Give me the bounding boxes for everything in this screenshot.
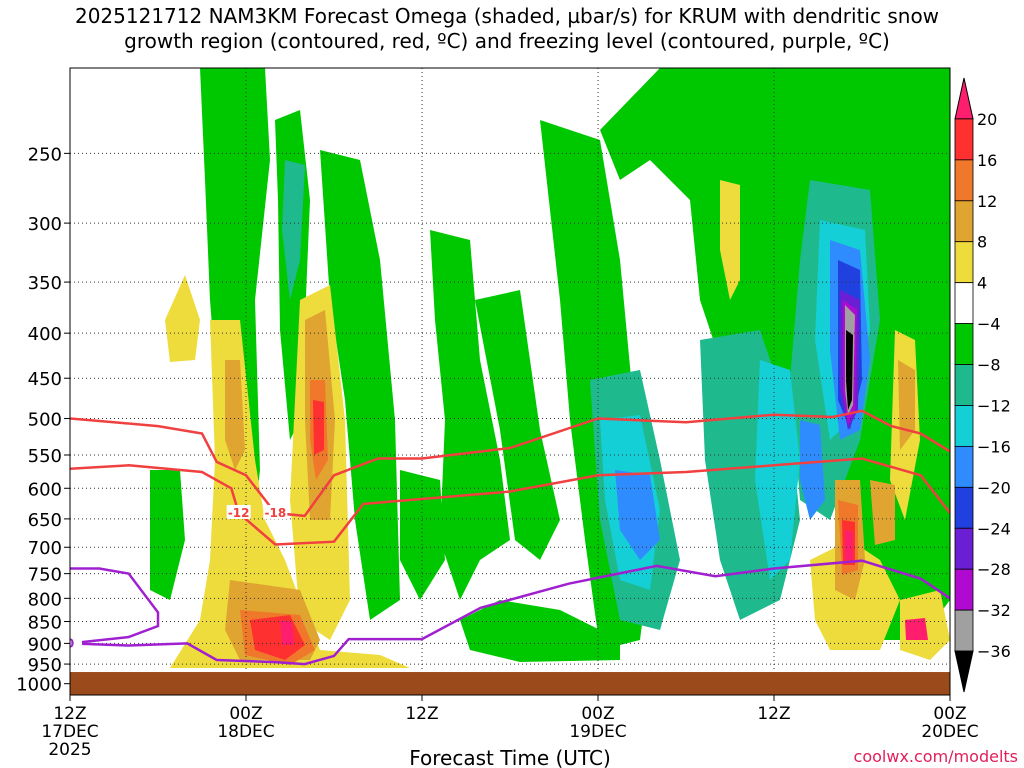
omega-shading: [150, 68, 950, 668]
shade-orange-5: [870, 480, 895, 545]
colorbar-tick-label: 4: [977, 274, 987, 293]
y-tick-label: 800: [28, 589, 62, 610]
colorbar-tick-label: −8: [977, 356, 1001, 375]
colorbar-cap-bottom: [954, 650, 974, 693]
shade-green-8: [150, 470, 185, 600]
x-tick-year: 2025: [48, 740, 91, 760]
colorbar-swatch: [954, 568, 974, 611]
x-tick-date: 20DEC: [921, 722, 978, 742]
shade-green-5: [475, 290, 560, 560]
colorbar-swatch: [954, 445, 974, 488]
shade-green-10: [400, 470, 445, 600]
y-tick-label: 750: [28, 565, 62, 586]
colorbar-tick-label: −28: [977, 560, 1011, 579]
colorbar-tick-label: −12: [977, 396, 1011, 415]
colorbar-tick-label: −20: [977, 478, 1011, 497]
colorbar-swatch: [954, 159, 974, 202]
contour-label: 0: [66, 636, 74, 650]
contour-label: -12: [228, 506, 250, 520]
x-tick-date: 17DEC: [41, 722, 98, 742]
contour-label-bg: [70, 635, 82, 650]
y-tick-label: 650: [28, 510, 62, 531]
x-tick-label: 00Z: [229, 704, 262, 724]
shade-orange-6: [898, 360, 915, 450]
colorbar-swatch: [954, 405, 974, 447]
colorbar-cap-top: [954, 77, 974, 120]
colorbar-swatch: [954, 200, 974, 243]
colorbar-tick-label: −32: [977, 601, 1011, 620]
colorbar-tick-label: 16: [977, 151, 997, 170]
shade-yellow-4: [720, 180, 740, 300]
grid: [70, 68, 950, 695]
shade-orange-1: [225, 360, 245, 470]
colorbar-tick-label: 20: [977, 110, 997, 129]
y-tick-label: 250: [28, 144, 62, 165]
y-tick-label: 500: [28, 410, 62, 431]
x-tick-date: 19DEC: [569, 722, 626, 742]
chart-title-line1: 2025121712 NAM3KM Forecast Omega (shaded…: [75, 4, 939, 28]
y-tick-label: 450: [28, 369, 62, 390]
y-tick-label: 300: [28, 214, 62, 235]
y-tick-label: 850: [28, 613, 62, 634]
colorbar-tick-label: −36: [977, 642, 1011, 661]
x-tick-label: 00Z: [933, 704, 966, 724]
colorbar-swatch: [954, 241, 974, 284]
y-tick-label: 400: [28, 324, 62, 345]
colorbar-swatch: [954, 282, 974, 324]
colorbar-swatch: [954, 527, 974, 570]
colorbar-tick-label: −24: [977, 519, 1011, 538]
colorbar-swatch: [954, 118, 974, 161]
colorbar: 20 16 12 8 4 −4 −8 −12 −16 −20 −24 −28 −32 −36: [954, 77, 1011, 693]
y-tick-label: 700: [28, 538, 62, 559]
y-tick-label: 900: [28, 634, 62, 655]
x-tick-label: 00Z: [581, 704, 614, 724]
shade-green-9: [460, 600, 620, 662]
shade-green-4: [430, 230, 510, 600]
colorbar-tick-label: 8: [977, 233, 987, 252]
shade-blue-3: [800, 420, 825, 520]
x-tick-label: 12Z: [757, 704, 790, 724]
colorbar-swatch: [954, 609, 974, 652]
shade-pink-2: [845, 530, 853, 560]
x-tick-label: 12Z: [53, 704, 86, 724]
y-tick-label: 600: [28, 479, 62, 500]
x-tick-label: 12Z: [405, 704, 438, 724]
shade-black-1: [846, 330, 853, 410]
y-tick-label: 950: [28, 655, 62, 676]
contour-layer: -18 -12 0: [66, 409, 950, 666]
colorbar-swatch: [954, 323, 974, 365]
contour--12: [70, 457, 950, 546]
contour-label: -18: [264, 506, 286, 520]
contour-0: [70, 559, 950, 666]
y-tick-label: 550: [28, 446, 62, 467]
chart-title-line2: growth region (contoured, red, ºC) and f…: [124, 29, 890, 53]
colorbar-tick-label: −16: [977, 437, 1011, 456]
y-tick-label: 350: [28, 273, 62, 294]
shade-teal-4: [282, 160, 305, 300]
y-tick-label: 1000: [16, 675, 62, 696]
shade-red-2: [313, 400, 324, 455]
colorbar-swatch: [954, 364, 974, 406]
shade-blue-1: [615, 470, 660, 560]
colorbar-tick-label: 12: [977, 192, 997, 211]
plot-frame: [69, 67, 951, 696]
shade-pink-1: [280, 620, 294, 645]
contour-label-bg: [226, 504, 251, 519]
shade-yellow-1: [165, 275, 200, 362]
y-axis: 2503003504004505005506006507007508008509…: [16, 144, 70, 696]
x-axis-label: Forecast Time (UTC): [409, 746, 611, 768]
contour--18: [70, 409, 950, 518]
shade-pink-3: [905, 618, 928, 640]
contour-label-bg: [263, 504, 288, 519]
watermark: coolwx.com/modelts: [854, 747, 1018, 766]
ground-surface: [70, 672, 950, 695]
colorbar-swatch: [954, 486, 974, 529]
colorbar-tick-label: −4: [977, 315, 1001, 334]
x-tick-date: 18DEC: [217, 722, 274, 742]
